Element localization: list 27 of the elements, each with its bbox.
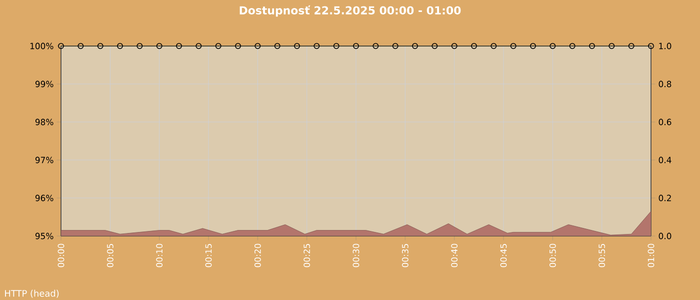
x-tick-label: 00:10	[156, 244, 163, 268]
chart-title: Dostupnosť 22.5.2025 00:00 - 01:00	[240, 5, 461, 17]
x-tick-label: 00:50	[549, 244, 556, 268]
x-tick-label: 00:00	[58, 244, 64, 268]
y-tick-label: 97%	[35, 156, 54, 164]
x-tick-label: 01:00	[648, 244, 654, 268]
y2-tick-label: 0.2	[658, 194, 671, 202]
x-tick-label: 00:45	[500, 244, 507, 268]
x-tick-label: 00:25	[304, 244, 310, 268]
y2-tick-label: 0.8	[658, 80, 672, 88]
y-tick-label: 98%	[35, 118, 54, 126]
x-tick-label: 00:55	[598, 244, 606, 268]
x-tick-label: 00:05	[106, 244, 114, 268]
x-tick-label: 00:30	[352, 244, 360, 268]
y2-tick-label: 1.0	[659, 42, 672, 50]
x-tick-label: 00:15	[205, 244, 212, 268]
y2-tick-label: 0.0	[658, 232, 672, 240]
x-tick-label: 00:35	[402, 244, 408, 268]
y2-tick-label: 0.4	[658, 156, 672, 164]
y2-tick-label: 0.6	[658, 118, 672, 126]
y-tick-label: 96%	[35, 194, 54, 202]
text: HTTP (head)	[5, 290, 59, 298]
x-tick-label: 00:20	[254, 244, 261, 268]
y-tick-label: 100%	[30, 42, 54, 50]
y-tick-label: 95%	[35, 232, 54, 240]
y-tick-label: 99%	[35, 80, 54, 88]
x-tick-label: 00:40	[451, 244, 458, 268]
